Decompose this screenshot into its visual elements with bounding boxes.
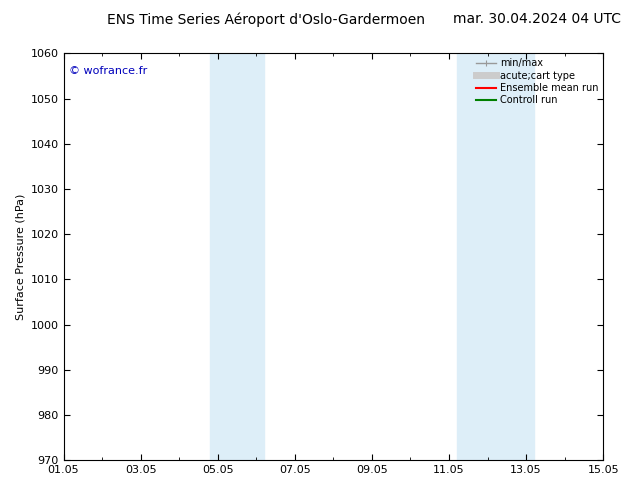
Legend: min/max, acute;cart type, Ensemble mean run, Controll run: min/max, acute;cart type, Ensemble mean … xyxy=(474,55,601,108)
Text: ENS Time Series Aéroport d'Oslo-Gardermoen: ENS Time Series Aéroport d'Oslo-Gardermo… xyxy=(107,12,425,27)
Text: © wofrance.fr: © wofrance.fr xyxy=(69,66,147,75)
Bar xyxy=(210,53,264,460)
Y-axis label: Surface Pressure (hPa): Surface Pressure (hPa) xyxy=(15,194,25,320)
Bar xyxy=(456,53,534,460)
Text: mar. 30.04.2024 04 UTC: mar. 30.04.2024 04 UTC xyxy=(453,12,621,26)
